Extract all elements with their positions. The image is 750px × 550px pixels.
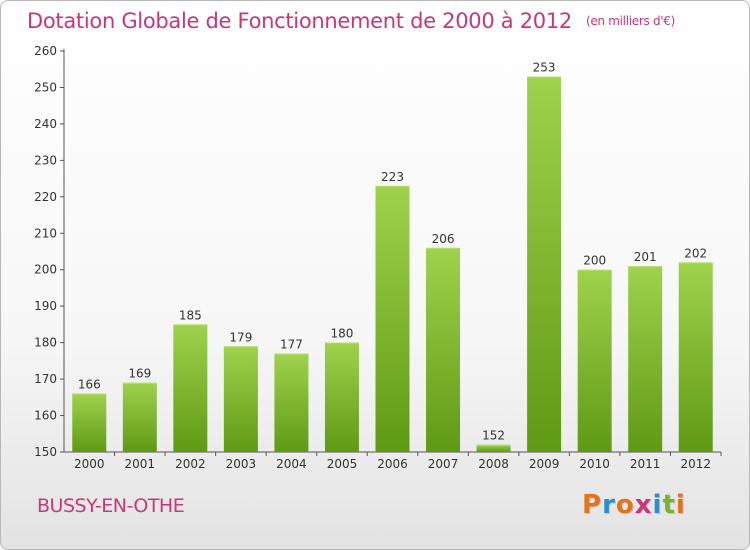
logo-letter: i — [652, 490, 663, 520]
bar-value-label: 223 — [381, 170, 404, 184]
x-tick-label: 2004 — [276, 457, 307, 471]
bar — [173, 324, 208, 452]
bar — [628, 266, 663, 452]
bar — [72, 393, 107, 452]
bar — [426, 247, 461, 452]
proxiti-logo: Proxiti — [582, 490, 686, 520]
x-tick-label: 2005 — [327, 457, 358, 471]
bar — [678, 262, 713, 452]
y-tick-label: 180 — [34, 336, 57, 350]
bar-value-label: 200 — [583, 254, 606, 268]
x-tick-label: 2002 — [175, 457, 206, 471]
logo-letter: t — [662, 490, 676, 520]
bar-value-label: 179 — [229, 330, 252, 344]
y-tick-label: 220 — [34, 190, 57, 204]
bar — [577, 269, 612, 452]
y-tick-label: 170 — [34, 372, 57, 386]
logo-letter: P — [582, 490, 603, 520]
x-tick-label: 2001 — [125, 457, 156, 471]
y-tick-label: 200 — [34, 263, 57, 277]
y-tick-label: 230 — [34, 153, 57, 167]
x-tick-label: 2008 — [478, 457, 509, 471]
x-tick-label: 2010 — [579, 457, 610, 471]
logo-letter: o — [615, 490, 635, 520]
bar-value-label: 166 — [78, 378, 101, 392]
x-tick-label: 2006 — [377, 457, 408, 471]
bar — [527, 76, 562, 452]
x-tick-label: 2009 — [529, 457, 560, 471]
chart-subtitle: (en milliers d'€) — [585, 14, 675, 28]
bar-value-label: 152 — [482, 429, 505, 443]
y-tick-label: 240 — [34, 117, 57, 131]
bar-value-label: 253 — [533, 61, 556, 75]
bar-value-label: 201 — [634, 250, 657, 264]
logo-letter: x — [634, 490, 653, 520]
logo-letter: r — [602, 490, 616, 520]
y-tick-label: 250 — [34, 80, 57, 94]
x-tick-label: 2000 — [74, 457, 105, 471]
y-tick-label: 190 — [34, 299, 57, 313]
chart-title: Dotation Globale de Fonctionnement de 20… — [27, 9, 675, 33]
bar-value-label: 206 — [432, 232, 455, 246]
x-tick-label: 2007 — [428, 457, 459, 471]
bar-value-label: 180 — [331, 327, 354, 341]
commune-name: BUSSY-EN-OTHE — [37, 495, 185, 517]
x-tick-label: 2012 — [680, 457, 711, 471]
bar-value-label: 202 — [684, 246, 707, 260]
y-tick-label: 260 — [34, 44, 57, 58]
bar-value-label: 177 — [280, 338, 303, 352]
title-text: Dotation Globale de Fonctionnement de 20… — [27, 9, 572, 33]
y-tick-label: 210 — [34, 226, 57, 240]
bar — [223, 346, 258, 452]
bar — [375, 185, 410, 452]
y-tick-label: 160 — [34, 409, 57, 423]
bar-value-label: 185 — [179, 308, 202, 322]
logo-letter: i — [675, 490, 686, 520]
y-tick-label: 150 — [34, 445, 57, 459]
bar — [274, 353, 309, 452]
x-tick-label: 2003 — [226, 457, 257, 471]
x-tick-label: 2011 — [630, 457, 661, 471]
bar — [476, 444, 511, 452]
bar — [122, 382, 157, 452]
bar — [324, 342, 359, 452]
bar-value-label: 169 — [128, 367, 151, 381]
